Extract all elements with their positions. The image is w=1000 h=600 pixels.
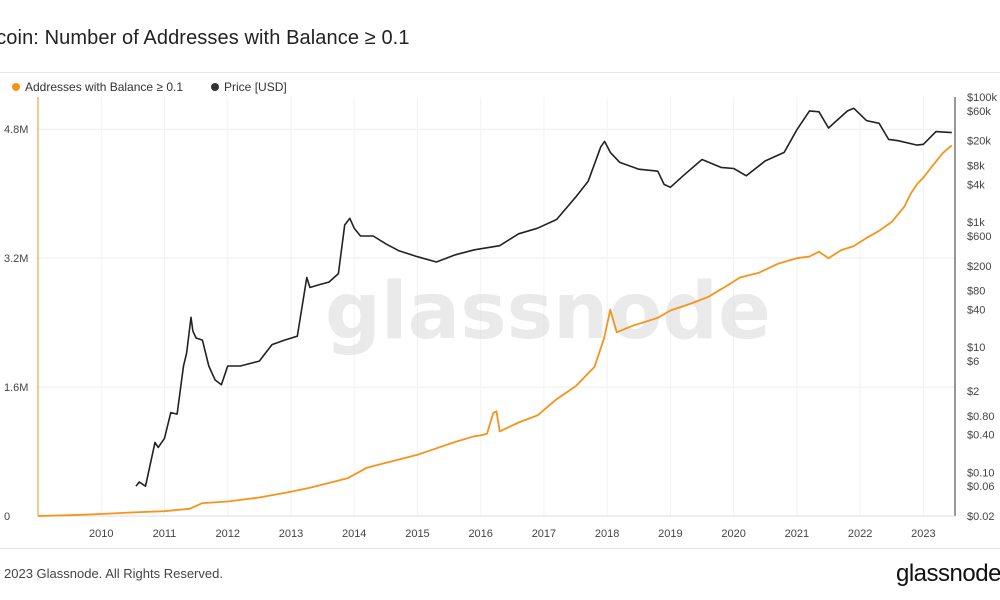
x-tick-label: 2016 <box>468 528 492 540</box>
right-tick-label: $80 <box>967 286 985 298</box>
x-tick-label: 2020 <box>721 528 745 540</box>
right-tick-label: $600 <box>967 231 991 243</box>
copyright: 2023 Glassnode. All Rights Reserved. <box>4 566 223 581</box>
right-tick-label: $40 <box>967 305 985 317</box>
x-tick-label: 2019 <box>658 528 682 540</box>
legend-item-addresses[interactable]: Addresses with Balance ≥ 0.1 <box>12 80 183 94</box>
legend-label-addresses: Addresses with Balance ≥ 0.1 <box>25 80 184 94</box>
right-tick-label: $20k <box>967 136 991 148</box>
right-tick-label: $10 <box>967 342 985 354</box>
page-title: itcoin: Number of Addresses with Balance… <box>0 27 410 49</box>
footer-divider <box>0 548 1000 549</box>
right-tick-label: $2 <box>967 386 979 398</box>
left-tick-label: 0 <box>4 511 10 523</box>
x-tick-label: 2023 <box>911 528 935 540</box>
x-tick-label: 2014 <box>342 528 366 540</box>
right-tick-label: $1k <box>967 217 985 229</box>
x-tick-label: 2022 <box>848 528 872 540</box>
left-tick-label: 1.6M <box>4 382 28 394</box>
addresses-dot-icon <box>12 83 20 91</box>
legend: Addresses with Balance ≥ 0.1 Price [USD] <box>12 80 287 94</box>
x-axis: 2010 2011 2012 2013 2014 2015 2016 2017 2018 2019… <box>89 528 936 540</box>
right-tick-label: $200 <box>967 261 991 273</box>
right-tick-label: $0.80 <box>967 411 995 423</box>
left-tick-label: 4.8M <box>4 124 28 136</box>
x-tick-label: 2010 <box>89 528 113 540</box>
x-tick-label: 2018 <box>595 528 619 540</box>
header-divider <box>0 72 1000 73</box>
series-group <box>37 107 953 517</box>
right-tick-label: $100k <box>967 92 997 104</box>
left-axis: 0 1.6M 3.2M 4.8M <box>4 124 28 523</box>
right-tick-label: $4k <box>967 179 985 191</box>
right-tick-label: $0.02 <box>967 511 995 523</box>
watermark: glassnode <box>325 267 771 357</box>
grid <box>37 97 956 517</box>
x-tick-label: 2015 <box>405 528 429 540</box>
right-axis: $0.02 $0.06 $0.10 $0.40 $0.80 $2 $6 $10 $40 $80 $2… <box>967 92 997 523</box>
x-tick-label: 2017 <box>532 528 556 540</box>
legend-label-price: Price [USD] <box>224 80 287 94</box>
left-tick-label: 3.2M <box>4 253 28 265</box>
x-tick-label: 2011 <box>153 528 177 540</box>
right-tick-label: $0.40 <box>967 430 995 442</box>
series-line-price <box>135 107 952 488</box>
legend-item-price[interactable]: Price [USD] <box>211 80 287 94</box>
glassnode-logo: glassnode <box>896 560 1000 587</box>
x-tick-label: 2013 <box>279 528 303 540</box>
price-dot-icon <box>211 83 220 91</box>
right-tick-label: $60k <box>967 106 991 118</box>
right-tick-label: $6 <box>967 356 979 368</box>
x-tick-label: 2021 <box>785 528 809 540</box>
series-line-addresses <box>37 144 953 517</box>
right-tick-label: $0.10 <box>967 467 995 479</box>
x-tick-label: 2012 <box>215 528 239 540</box>
right-tick-label: $8k <box>967 161 985 173</box>
right-tick-label: $0.06 <box>967 481 995 493</box>
